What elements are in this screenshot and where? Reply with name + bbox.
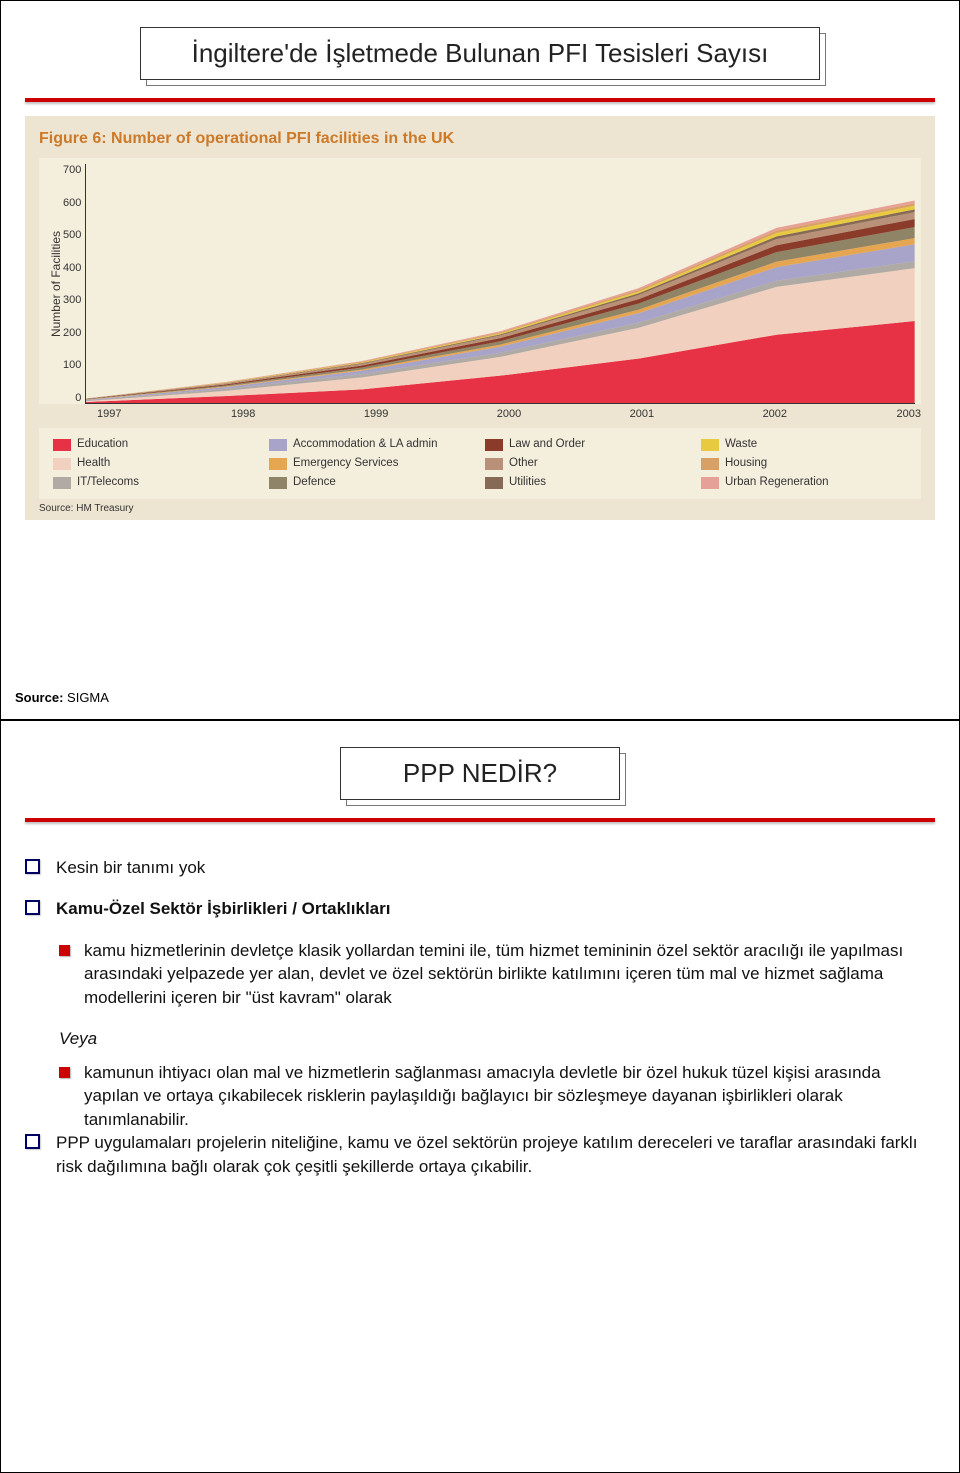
y-ticks: 700 600 500 400 300 200 100 0 <box>63 164 85 404</box>
legend-swatch <box>53 458 71 470</box>
legend-swatch <box>485 477 503 489</box>
bullet-row: Kamu-Özel Sektör İşbirlikleri / Ortaklık… <box>25 897 935 920</box>
legend-item: Health <box>53 457 259 470</box>
chart-area: Number of Facilities 700 600 500 400 300 200 1… <box>39 158 921 404</box>
legend-swatch <box>701 477 719 489</box>
x-tick: 2001 <box>575 408 708 420</box>
red-divider <box>25 818 935 822</box>
legend-label: Education <box>77 438 128 450</box>
legend-label: Health <box>77 457 110 469</box>
legend-label: Waste <box>725 438 757 450</box>
y-tick: 400 <box>63 262 81 274</box>
legend-item: Urban Regeneration <box>701 476 907 489</box>
legend-item: Utilities <box>485 476 691 489</box>
x-tick: 1997 <box>97 408 177 420</box>
legend-item: Education <box>53 438 259 451</box>
legend-swatch <box>701 458 719 470</box>
y-axis-label: Number of Facilities <box>45 231 63 337</box>
legend-item: Housing <box>701 457 907 470</box>
legend-label: Defence <box>293 476 336 488</box>
legend-item: Accommodation & LA admin <box>269 438 475 451</box>
veya-label: Veya <box>59 1027 935 1050</box>
x-tick: 2002 <box>708 408 841 420</box>
title-container: PPP NEDİR? <box>340 747 620 800</box>
legend-label: Urban Regeneration <box>725 476 829 488</box>
legend-label: Utilities <box>509 476 546 488</box>
legend-label: Emergency Services <box>293 457 398 469</box>
legend-item: Defence <box>269 476 475 489</box>
chart-legend: Education Accommodation & LA admin Law and… <box>39 428 921 499</box>
legend-item: Emergency Services <box>269 457 475 470</box>
bullet-text: Kesin bir tanımı yok <box>56 856 935 879</box>
legend-item: Waste <box>701 438 907 451</box>
legend-swatch <box>701 439 719 451</box>
square-bullet-icon <box>59 945 70 956</box>
slide-1: İngiltere'de İşletmede Bulunan PFI Tesis… <box>0 0 960 720</box>
slide-title: İngiltere'de İşletmede Bulunan PFI Tesis… <box>140 27 820 80</box>
bullet-row: PPP uygulamaları projelerin niteliğine, … <box>25 1131 935 1178</box>
legend-swatch <box>53 477 71 489</box>
sub-bullet-text: kamunun ihtiyacı olan mal ve hizmetlerin… <box>84 1061 935 1131</box>
chart-plot <box>85 164 915 404</box>
stacked-area-svg <box>86 164 915 403</box>
legend-item: Other <box>485 457 691 470</box>
y-tick: 700 <box>63 164 81 176</box>
sub-bullet-text: kamu hizmetlerinin devletçe klasik yolla… <box>84 939 935 1009</box>
box-bullet-icon <box>25 1134 40 1149</box>
legend-label: Accommodation & LA admin <box>293 438 437 450</box>
y-tick: 600 <box>63 197 81 209</box>
y-tick: 300 <box>63 294 81 306</box>
legend-label: Law and Order <box>509 438 585 450</box>
source-value: SIGMA <box>67 690 109 705</box>
bullet-text: Kamu-Özel Sektör İşbirlikleri / Ortaklık… <box>56 897 935 920</box>
slide-title: PPP NEDİR? <box>340 747 620 800</box>
bullet-row: Kesin bir tanımı yok <box>25 856 935 879</box>
x-tick: 1998 <box>177 408 310 420</box>
legend-swatch <box>485 439 503 451</box>
box-bullet-icon <box>25 900 40 915</box>
box-bullet-icon <box>25 859 40 874</box>
figure-title: Figure 6: Number of operational PFI faci… <box>39 130 921 148</box>
legend-swatch <box>269 458 287 470</box>
x-tick: 2003 <box>841 408 921 420</box>
source-label: Source: <box>15 690 63 705</box>
legend-item: Law and Order <box>485 438 691 451</box>
y-tick: 0 <box>63 392 81 404</box>
legend-swatch <box>269 439 287 451</box>
legend-item: IT/Telecoms <box>53 476 259 489</box>
figure-container: Figure 6: Number of operational PFI faci… <box>25 116 935 520</box>
square-bullet-icon <box>59 1067 70 1078</box>
legend-label: Housing <box>725 457 767 469</box>
y-tick: 100 <box>63 359 81 371</box>
x-tick: 1999 <box>310 408 443 420</box>
title-container: İngiltere'de İşletmede Bulunan PFI Tesis… <box>140 27 820 80</box>
legend-swatch <box>485 458 503 470</box>
slide-source: Source: SIGMA <box>15 690 109 705</box>
slide-content: Kesin bir tanımı yok Kamu-Özel Sektör İşb… <box>25 856 935 1178</box>
bullet-text: PPP uygulamaları projelerin niteliğine, … <box>56 1131 935 1178</box>
legend-swatch <box>53 439 71 451</box>
legend-label: IT/Telecoms <box>77 476 139 488</box>
y-tick: 500 <box>63 229 81 241</box>
y-tick: 200 <box>63 327 81 339</box>
x-ticks: 1997199819992000200120022003 <box>97 404 921 420</box>
legend-label: Other <box>509 457 538 469</box>
sub-bullet-row: kamunun ihtiyacı olan mal ve hizmetlerin… <box>59 1061 935 1131</box>
red-divider <box>25 98 935 102</box>
chart-source-sub: Source: HM Treasury <box>39 503 921 514</box>
sub-bullet-row: kamu hizmetlerinin devletçe klasik yolla… <box>59 939 935 1009</box>
slide-2: PPP NEDİR? Kesin bir tanımı yok Kamu-Özel… <box>0 720 960 1473</box>
x-tick: 2000 <box>443 408 576 420</box>
legend-swatch <box>269 477 287 489</box>
